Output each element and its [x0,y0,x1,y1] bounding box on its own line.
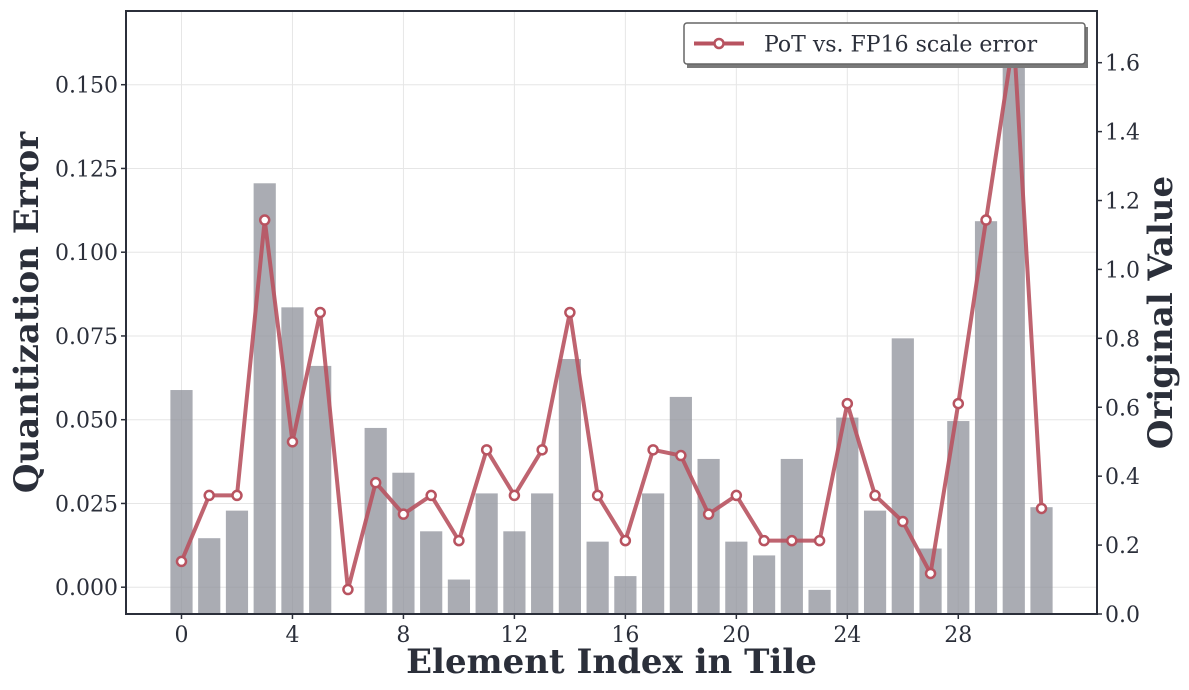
y-left-axis-title: Quantization Error [7,131,47,493]
line-point [591,489,604,502]
bar [309,365,332,614]
bar [863,510,887,614]
y-right-tick-label: 1.0 [1105,258,1140,283]
bar-series [170,42,1053,615]
bar [947,421,970,614]
y-right-tick-label: 0.8 [1105,327,1140,352]
line-point [564,306,576,319]
bar [614,576,637,614]
y-left-tick-label: 0.150 [55,74,118,99]
line-point [869,489,881,502]
y-right-tick-label: 0.2 [1105,534,1140,559]
line-point [175,555,188,568]
bar [974,221,998,614]
line-point [730,489,743,502]
line-point [453,534,465,547]
line-point [369,476,382,489]
legend: PoT vs. FP16 scale error [683,22,1088,68]
legend-marker-swatch [713,37,725,50]
bar [1002,42,1025,615]
y-left-tick-label: 0.125 [55,157,118,182]
bar [586,541,609,614]
line-point [952,397,965,410]
bar [558,359,581,614]
line-point [425,489,437,502]
y-right-tick-label: 0.6 [1105,396,1140,421]
y-right-axis-ticks: 0.0 0.2 0.4 0.6 0.8 1.0 1.2 1.4 1.6 [1097,52,1140,628]
legend-label: PoT vs. FP16 scale error [764,33,1038,58]
line-point [980,214,992,226]
line-point [286,436,299,448]
bar [808,589,831,614]
y-left-tick-label: 0.100 [55,241,118,266]
bar [697,458,720,614]
bar [752,555,776,614]
bar [475,493,498,614]
bar [170,390,193,614]
y-left-tick-label: 0.075 [55,325,118,350]
line-point [480,444,493,456]
line-point [258,214,271,226]
x-tick-label: 20 [722,623,750,648]
bar [1030,507,1053,614]
line-point [314,306,326,319]
bar [447,579,471,614]
y-right-tick-label: 1.2 [1105,190,1140,215]
series-line [179,35,1044,592]
legend-box [683,22,1086,65]
line-point [508,489,521,502]
y-right-tick-label: 1.4 [1105,121,1140,146]
bar [225,510,249,614]
line-point [924,567,937,580]
x-tick-label: 24 [833,623,861,648]
bar [891,338,914,614]
bar [420,531,443,614]
line-point [675,449,687,462]
line-point [647,444,659,456]
y-left-tick-label: 0.000 [55,576,118,601]
bar [531,493,554,614]
x-tick-label: 0 [174,623,188,648]
y-right-tick-label: 1.6 [1105,52,1140,77]
line-point [397,508,410,520]
bar [364,427,387,614]
x-axis-ticks: 0 4 8 12 16 20 24 28 [174,614,972,648]
line-point [702,508,715,520]
bar [281,307,304,614]
line-point [536,444,548,456]
bar [198,538,221,614]
bar [503,531,526,614]
line-point [813,534,826,547]
y-right-tick-label: 0.4 [1105,465,1140,490]
x-tick-label: 12 [500,623,528,648]
plot-frame [125,10,1098,615]
line-point [203,489,215,502]
line-point [841,397,854,410]
y-left-axis-ticks: 0.000 0.025 0.050 0.075 0.100 0.125 0.150 [55,74,126,601]
line-point [786,534,798,547]
x-tick-label: 16 [611,623,639,648]
x-axis-title: Element Index in Tile [406,642,817,682]
line-series [175,32,1048,596]
line-point [897,515,909,528]
bar [836,417,859,614]
bar [392,472,415,614]
line-point [1035,502,1048,515]
line-point [231,489,243,502]
y-right-axis-title: Original Value [1141,176,1181,449]
y-left-tick-label: 0.050 [55,409,118,434]
y-left-tick-label: 0.025 [55,492,118,517]
bar [253,183,276,615]
x-tick-label: 8 [396,623,410,648]
bar [669,396,692,614]
bar [642,493,665,614]
line-point [342,583,354,596]
x-tick-label: 28 [944,623,972,648]
line-point [619,534,632,547]
x-tick-label: 4 [285,623,299,648]
y-right-tick-label: 0.0 [1105,603,1140,628]
bar [725,541,748,614]
line-point [758,534,770,547]
